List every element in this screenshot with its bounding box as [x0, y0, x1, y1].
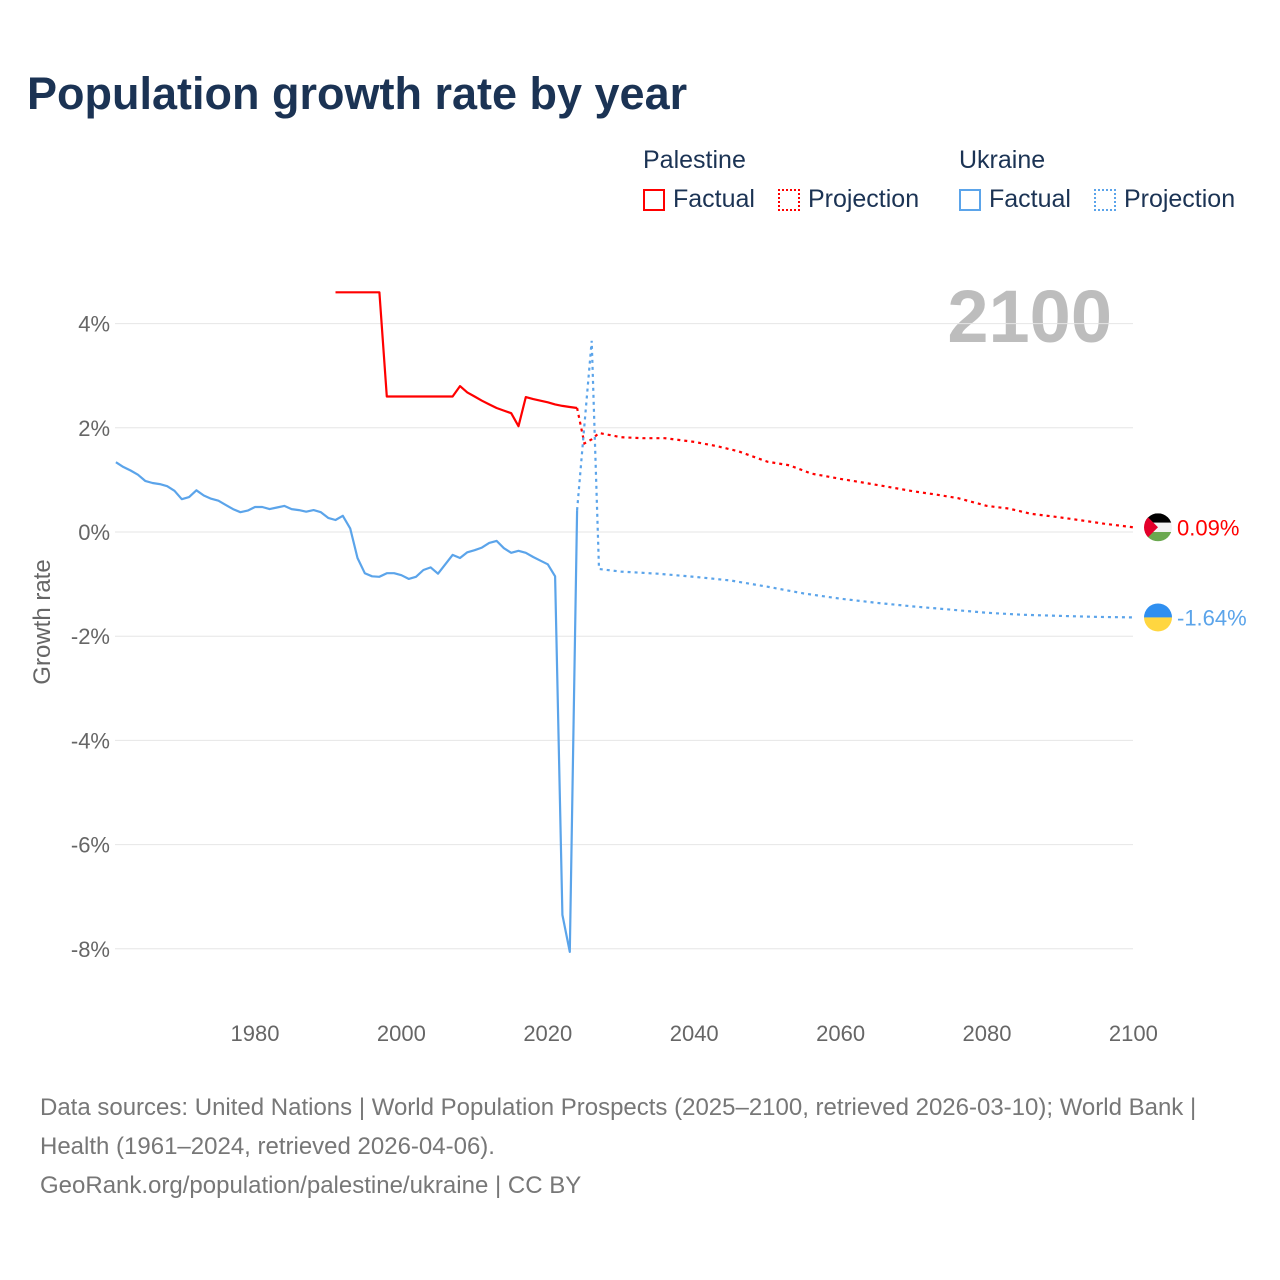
- palestine-factual-line: [335, 291, 578, 428]
- ukraine-end-value-label: -1.64%: [1177, 605, 1247, 630]
- x-tick-label: 1980: [231, 1021, 280, 1046]
- flag-stripe: [1144, 513, 1172, 523]
- palestine-end-value-label: 0.09%: [1177, 515, 1239, 540]
- y-tick-label: 2%: [78, 416, 110, 441]
- y-tick-label: -8%: [71, 937, 110, 962]
- y-tick-label: -4%: [71, 728, 110, 753]
- legend-label: Factual: [673, 185, 755, 213]
- legend-ukraine-factual[interactable]: Factual: [959, 185, 1071, 214]
- credit-link[interactable]: GeoRank.org/population/palestine/ukraine…: [40, 1172, 582, 1199]
- legend-ukraine: Ukraine Factual Projection: [959, 146, 1251, 218]
- x-tick-label: 2000: [377, 1021, 426, 1046]
- y-tick-label: -2%: [71, 624, 110, 649]
- flag-stripe: [1144, 522, 1172, 533]
- chart-title: Population growth rate by year: [27, 68, 688, 119]
- x-tick-label: 2100: [1109, 1021, 1158, 1046]
- x-tick-label: 2020: [523, 1021, 572, 1046]
- legend-palestine-projection[interactable]: Projection: [777, 185, 920, 214]
- x-tick-label: 2080: [963, 1021, 1012, 1046]
- legend-palestine-factual[interactable]: Factual: [643, 185, 755, 214]
- y-tick-label: 4%: [78, 312, 110, 337]
- legend-group-name: Palestine: [643, 146, 746, 174]
- y-tick-label: 0%: [78, 520, 110, 545]
- legend-swatch-dotted: [1093, 188, 1116, 211]
- flag-triangle: [1144, 513, 1158, 542]
- footer: Data sources: United Nations | World Pop…: [40, 1088, 1240, 1205]
- palestine-flag-icon: [1144, 513, 1172, 542]
- data-sources: Data sources: United Nations | World Pop…: [40, 1094, 1197, 1160]
- legend-swatch-solid: [643, 188, 665, 211]
- flag-stripe: [1144, 603, 1172, 618]
- legend-group-name: Ukraine: [959, 146, 1046, 174]
- y-tick-label: -6%: [71, 833, 110, 858]
- ukraine-flag-icon: [1144, 603, 1172, 632]
- ukraine-projection-line: [576, 340, 1134, 619]
- x-tick-label: 2040: [670, 1021, 719, 1046]
- legend-swatch-solid: [959, 188, 981, 211]
- legend-label: Projection: [1123, 185, 1236, 213]
- flag-stripe: [1144, 617, 1172, 632]
- legend-label: Factual: [989, 185, 1071, 213]
- y-axis-label: Growth rate: [29, 559, 56, 684]
- x-tick-label: 2060: [816, 1021, 865, 1046]
- legend-palestine: Palestine Factual Projection: [643, 146, 935, 218]
- legend-label: Projection: [807, 185, 920, 213]
- ukraine-factual-line: [115, 461, 579, 954]
- current-year-label: 2100: [947, 275, 1112, 358]
- palestine-projection-line: [576, 407, 1134, 529]
- legend-ukraine-projection[interactable]: Projection: [1093, 185, 1236, 214]
- legend-swatch-dotted: [777, 188, 800, 211]
- flag-stripe: [1144, 532, 1172, 542]
